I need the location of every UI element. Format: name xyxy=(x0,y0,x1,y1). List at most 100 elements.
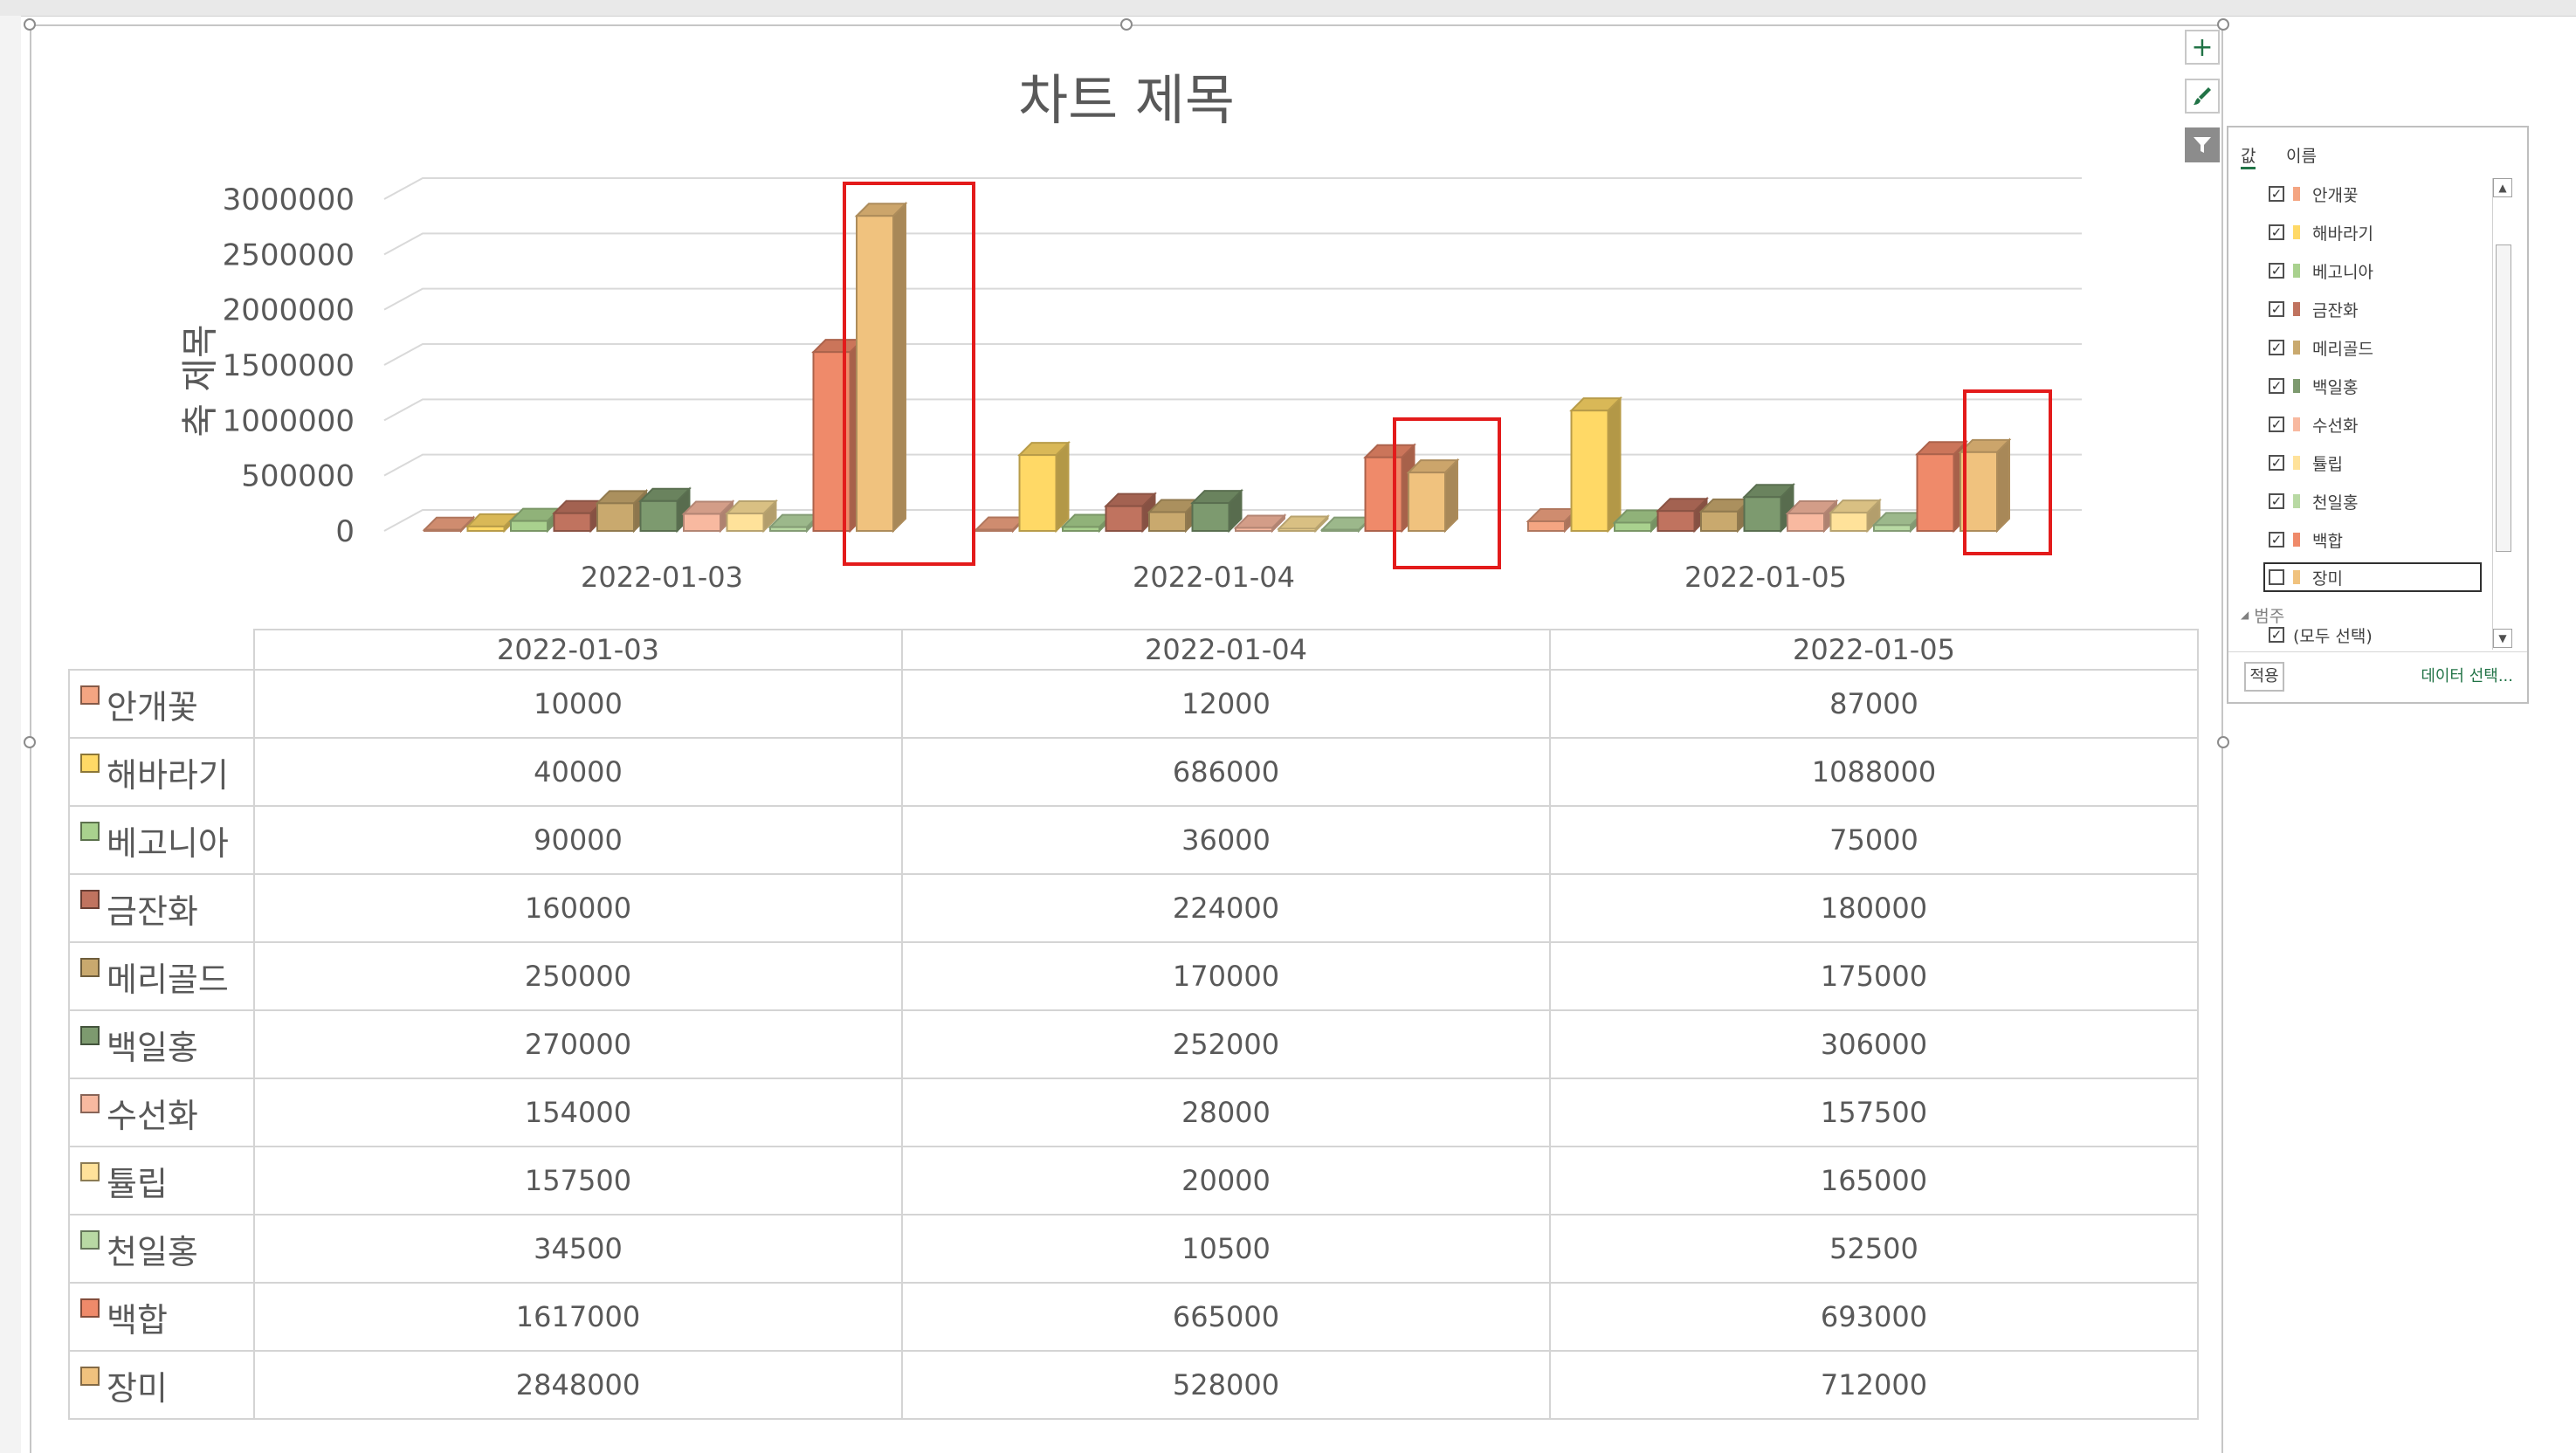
bar-천일홍-2022-01-05[interactable] xyxy=(1871,510,1925,534)
resize-handle-top[interactable] xyxy=(1120,18,1133,31)
row-label-cell: 메리골드 xyxy=(68,941,255,1011)
resize-handle-right[interactable] xyxy=(2217,736,2229,748)
filter-item-label: 장미 xyxy=(2312,568,2343,589)
checkbox[interactable]: ✓ xyxy=(2269,493,2284,509)
checkbox[interactable]: ✓ xyxy=(2269,455,2284,471)
bar-장미-2022-01-03[interactable] xyxy=(854,201,908,534)
filter-item[interactable]: ✓ 백일홍 xyxy=(2269,370,2358,402)
filter-item[interactable]: ✓ 수선화 xyxy=(2269,409,2358,440)
checkbox[interactable]: ✓ xyxy=(2269,627,2284,643)
chart-plot: 3000000 2500000 2000000 1500000 1000000 50000… xyxy=(223,177,2082,594)
filter-item-label: 안개꽃 xyxy=(2312,185,2359,205)
bar-안개꽃-2022-01-04[interactable] xyxy=(974,515,1028,534)
filter-item[interactable]: ✓ 튤립 xyxy=(2269,447,2343,479)
chart-title[interactable]: 차트 제목 xyxy=(1018,68,1235,132)
filter-item[interactable]: ✓ 천일홍 xyxy=(2269,485,2358,517)
row-label-cell: 해바라기 xyxy=(68,737,255,807)
row-label: 베고니아 xyxy=(107,823,229,863)
bar-베고니아-2022-01-03[interactable] xyxy=(508,506,562,534)
bar-해바라기-2022-01-05[interactable] xyxy=(1569,396,1622,534)
resize-handle-top-right[interactable] xyxy=(2217,18,2229,31)
checkbox[interactable]: ✓ xyxy=(2269,417,2284,432)
bar-안개꽃-2022-01-03[interactable] xyxy=(422,515,476,534)
bar-금잔화-2022-01-03[interactable] xyxy=(552,499,605,534)
row-label-cell: 백일홍 xyxy=(68,1009,255,1079)
bar-수선화-2022-01-05[interactable] xyxy=(1785,499,1839,534)
checkbox[interactable]: ✓ xyxy=(2269,340,2284,355)
gridline xyxy=(383,343,2082,366)
checkbox[interactable]: ✓ xyxy=(2269,186,2284,202)
bar-해바라기-2022-01-04[interactable] xyxy=(1017,440,1071,534)
table-cell: 10000 xyxy=(253,669,903,739)
bar-튤립-2022-01-04[interactable] xyxy=(1277,514,1330,534)
tab-values[interactable]: 값 xyxy=(2241,143,2256,169)
apply-button[interactable]: 적용 xyxy=(2244,662,2284,692)
row-label: 장미 xyxy=(107,1368,168,1408)
scroll-down-icon[interactable]: ▼ xyxy=(2493,629,2512,648)
resize-handle-top-left[interactable] xyxy=(24,18,36,31)
bar-안개꽃-2022-01-05[interactable] xyxy=(1526,506,1580,534)
bar-장미-2022-01-04[interactable] xyxy=(1406,458,1460,534)
chart-filter-button[interactable] xyxy=(2185,127,2220,162)
bar-백일홍-2022-01-03[interactable] xyxy=(638,486,692,534)
series-swatch-icon xyxy=(2293,264,2300,278)
bar-금잔화-2022-01-04[interactable] xyxy=(1104,492,1157,534)
legend-key-icon xyxy=(80,685,100,705)
row-label-cell: 튤립 xyxy=(68,1146,255,1215)
bar-백합-2022-01-05[interactable] xyxy=(1915,439,1968,534)
select-data-link[interactable]: 데이터 선택... xyxy=(2421,667,2513,685)
y-tick-label: 2500000 xyxy=(223,238,355,272)
filter-item[interactable]: ✓ 백합 xyxy=(2269,524,2343,555)
resize-handle-left[interactable] xyxy=(24,736,36,748)
checkbox[interactable]: ✓ xyxy=(2269,301,2284,317)
table-cell: 52500 xyxy=(1549,1214,2199,1284)
checkbox[interactable]: ✓ xyxy=(2269,378,2284,394)
bar-금잔화-2022-01-05[interactable] xyxy=(1656,496,1709,534)
scroll-thumb[interactable] xyxy=(2496,244,2511,552)
row-label: 백일홍 xyxy=(107,1028,198,1067)
bar-튤립-2022-01-03[interactable] xyxy=(725,499,778,534)
bar-메리골드-2022-01-05[interactable] xyxy=(1698,497,1753,534)
row-label: 메리골드 xyxy=(107,960,229,999)
checkbox[interactable] xyxy=(2269,569,2284,585)
filter-item[interactable]: ✓ 해바라기 xyxy=(2269,217,2373,248)
scroll-up-icon[interactable]: ▲ xyxy=(2493,178,2512,197)
checkbox[interactable]: ✓ xyxy=(2269,263,2284,279)
legend-key-icon xyxy=(80,957,100,977)
table-cell: 306000 xyxy=(1549,1009,2199,1079)
bar-장미-2022-01-05[interactable] xyxy=(1958,437,2012,534)
row-label: 해바라기 xyxy=(107,755,229,795)
y-tick-label: 1000000 xyxy=(223,403,355,438)
bar-수선화-2022-01-03[interactable] xyxy=(681,499,735,534)
checkbox[interactable]: ✓ xyxy=(2269,532,2284,547)
filter-item[interactable]: ✓ 안개꽃 xyxy=(2269,178,2358,210)
row-label-cell: 장미 xyxy=(68,1350,255,1420)
bar-메리골드-2022-01-04[interactable] xyxy=(1147,498,1201,534)
add-chart-element-button[interactable]: + xyxy=(2185,30,2220,65)
bar-튤립-2022-01-05[interactable] xyxy=(1829,498,1882,534)
filter-item[interactable]: ✓ 베고니아 xyxy=(2269,255,2373,286)
bar-백일홍-2022-01-05[interactable] xyxy=(1742,482,1795,534)
bar-베고니아-2022-01-04[interactable] xyxy=(1060,513,1114,534)
filter-item[interactable]: 장미 xyxy=(2263,562,2482,592)
filter-item[interactable]: ✓ 메리골드 xyxy=(2269,332,2373,363)
table-cell: 75000 xyxy=(1549,805,2199,875)
bar-천일홍-2022-01-03[interactable] xyxy=(768,513,822,534)
bar-천일홍-2022-01-04[interactable] xyxy=(1319,515,1374,534)
tab-names[interactable]: 이름 xyxy=(2286,147,2317,166)
panel-scrollbar[interactable]: ▲ ▼ xyxy=(2492,178,2512,650)
filter-item[interactable]: ✓ 금잔화 xyxy=(2269,293,2358,325)
table-row: 메리골드 250000 170000 175000 xyxy=(68,941,2199,1011)
row-label-cell: 베고니아 xyxy=(68,805,255,875)
select-all-item[interactable]: ✓ (모두 선택) xyxy=(2269,625,2373,644)
bar-백일홍-2022-01-04[interactable] xyxy=(1190,488,1243,534)
bar-메리골드-2022-01-03[interactable] xyxy=(595,488,649,534)
bar-수선화-2022-01-04[interactable] xyxy=(1233,513,1287,534)
chart-style-button[interactable] xyxy=(2185,79,2220,114)
checkbox[interactable]: ✓ xyxy=(2269,224,2284,240)
series-swatch-icon xyxy=(2293,417,2300,431)
bar-베고니아-2022-01-05[interactable] xyxy=(1612,508,1666,534)
table-cell: 165000 xyxy=(1549,1146,2199,1215)
table-cell: 1088000 xyxy=(1549,737,2199,807)
data-table-header: 2022-01-05 xyxy=(1549,629,2199,671)
